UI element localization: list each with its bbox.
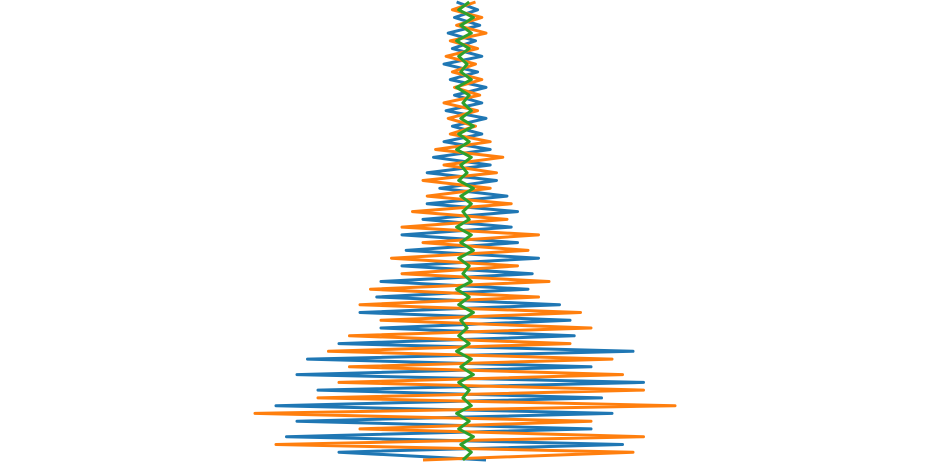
series-line bbox=[253, 0, 677, 462]
series-line bbox=[455, 0, 475, 462]
